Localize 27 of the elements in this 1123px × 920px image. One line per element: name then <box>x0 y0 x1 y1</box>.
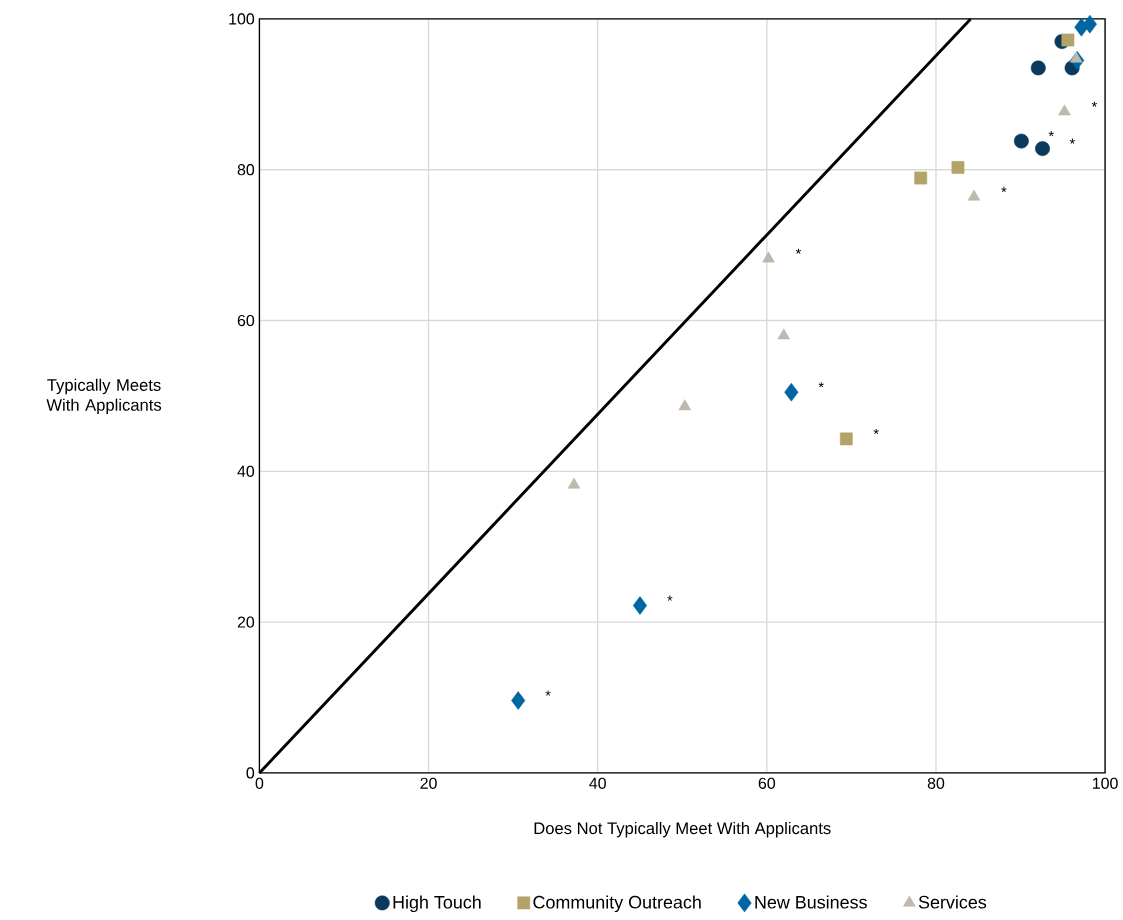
y-tick-label: 20 <box>237 616 255 628</box>
annotation: * <box>873 428 879 434</box>
x-tick-label: 100 <box>1093 777 1118 789</box>
x-tick-label: 0 <box>255 777 264 789</box>
x-tick-label: 60 <box>758 777 776 789</box>
y-tick-label: 0 <box>246 767 255 779</box>
y-tick-label: 80 <box>237 163 255 176</box>
y-tick-label: 100 <box>229 13 255 25</box>
y-tick-label: 60 <box>237 314 255 326</box>
annotation: * <box>1048 130 1054 137</box>
x-tick-label: 40 <box>589 777 606 789</box>
legend-label: Community Outreach <box>533 895 701 912</box>
annotation: * <box>795 248 802 254</box>
annotation: * <box>667 595 673 601</box>
legend-label: High Touch <box>393 895 481 912</box>
x-axis-title: Does Not Typically Meet With Applicants <box>534 821 831 838</box>
legend-label: New Business <box>755 895 867 909</box>
annotation: * <box>818 381 824 388</box>
annotation: * <box>1069 138 1076 144</box>
legend-label: Services <box>918 895 987 909</box>
x-tick-label: 20 <box>420 777 437 789</box>
annotation: * <box>1091 101 1097 107</box>
annotation: * <box>1001 186 1007 192</box>
y-tick-label: 40 <box>237 465 255 477</box>
x-tick-label: 80 <box>927 777 945 789</box>
y-axis-title: Typically Meets With Applicants <box>46 378 162 414</box>
annotation: * <box>545 690 551 696</box>
